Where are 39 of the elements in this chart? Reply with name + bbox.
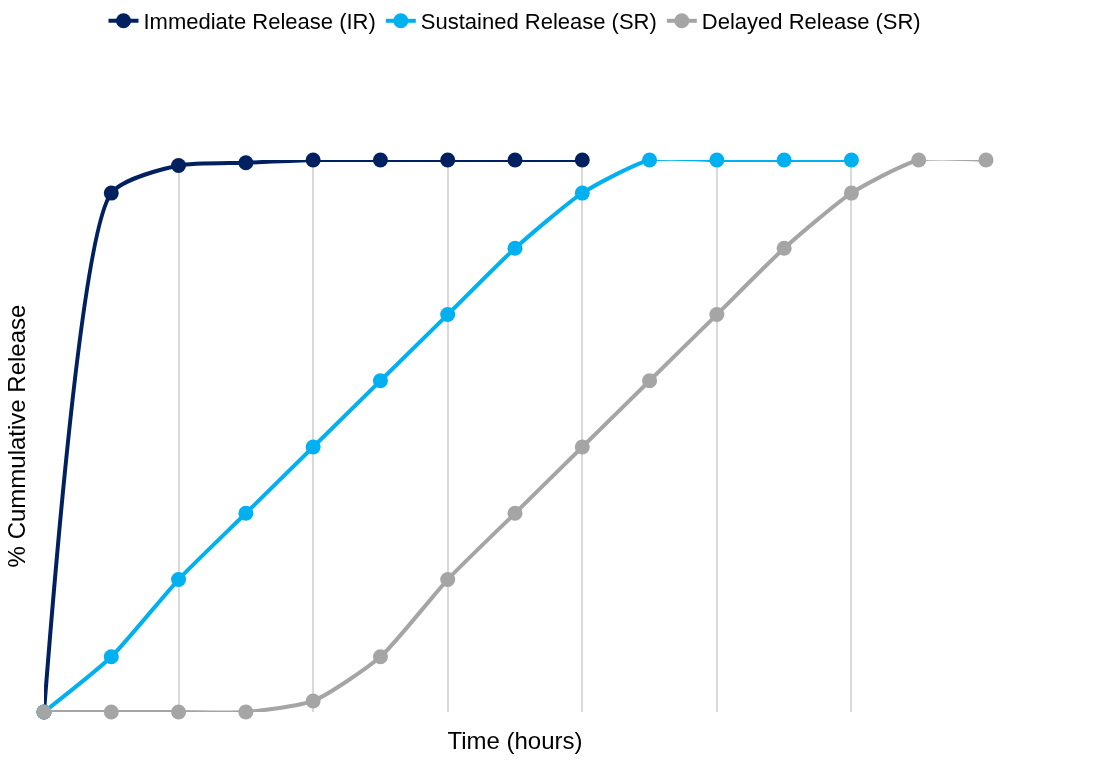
point: [171, 572, 187, 588]
point: [507, 505, 523, 521]
point: [574, 152, 590, 168]
point: [776, 240, 792, 256]
legend-label: Immediate Release (IR): [143, 9, 376, 35]
point: [574, 439, 590, 455]
point: [305, 152, 321, 168]
point: [238, 155, 254, 171]
point: [238, 505, 254, 521]
legend-label: Delayed Release (SR): [701, 9, 921, 35]
point: [171, 704, 187, 720]
point: [507, 152, 523, 168]
y-axis-title: % Cummulative Release: [3, 304, 31, 568]
point: [843, 185, 859, 201]
point: [103, 185, 119, 201]
point: [440, 152, 456, 168]
point: [709, 152, 725, 168]
point: [709, 307, 725, 323]
point: [103, 649, 119, 665]
point: [305, 693, 321, 709]
point: [305, 439, 321, 455]
point: [238, 704, 254, 720]
point: [372, 152, 388, 168]
legend-label: Sustained Release (SR): [420, 9, 657, 35]
point: [978, 152, 994, 168]
point: [372, 649, 388, 665]
point: [103, 704, 119, 720]
point: [440, 307, 456, 323]
point: [776, 152, 792, 168]
point: [507, 240, 523, 256]
point: [843, 152, 859, 168]
point: [440, 572, 456, 588]
point: [372, 373, 388, 389]
point: [642, 373, 658, 389]
x-axis-title: Time (hours): [447, 727, 583, 755]
point: [171, 158, 187, 174]
point: [911, 152, 927, 168]
point: [642, 152, 658, 168]
point: [574, 185, 590, 201]
